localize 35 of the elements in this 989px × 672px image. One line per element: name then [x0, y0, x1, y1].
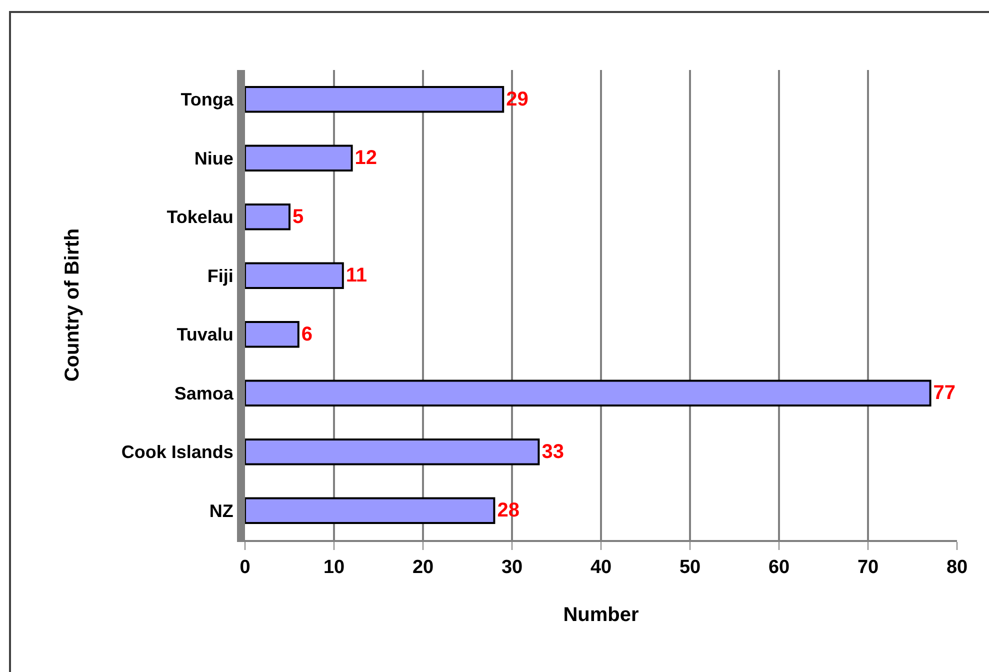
bar [245, 204, 290, 230]
y-tick-label: Tonga [180, 90, 234, 110]
x-tick-label: 70 [857, 556, 879, 578]
x-tick-label: 0 [240, 556, 250, 578]
y-tick-label: Fiji [207, 266, 234, 286]
bar [245, 262, 344, 289]
y-tick-label: Cook Islands [121, 442, 234, 462]
y-tick-label: Niue [194, 148, 234, 168]
data-label: 77 [933, 382, 956, 404]
x-tick-label: 20 [412, 556, 434, 578]
y-tick-label: Tokelau [166, 207, 234, 228]
data-label: 6 [301, 323, 313, 346]
data-label: 29 [506, 88, 528, 110]
y-tick-label: Tuvalu [176, 324, 234, 345]
bar [245, 144, 353, 172]
x-tick-label: 50 [679, 556, 701, 578]
data-label: 33 [542, 440, 564, 463]
bar [245, 497, 496, 524]
x-tick-label: 80 [946, 556, 968, 578]
y-tick-label: NZ [209, 500, 234, 521]
x-axis-title: Number [563, 604, 639, 626]
x-tick-label: 60 [768, 556, 790, 578]
bar [245, 438, 540, 466]
x-tick-label: 30 [501, 556, 523, 578]
y-tick-label: Samoa [174, 383, 234, 404]
x-tick-label: 10 [323, 556, 345, 578]
data-label: 5 [292, 206, 304, 228]
data-label: 12 [354, 147, 378, 170]
y-axis-title: Country of Birth [61, 228, 84, 382]
x-tick-label: 40 [590, 556, 612, 578]
data-label: 11 [346, 264, 368, 287]
bar [245, 86, 504, 113]
bar [245, 321, 300, 348]
data-label: 28 [497, 500, 520, 522]
bar [245, 380, 932, 406]
